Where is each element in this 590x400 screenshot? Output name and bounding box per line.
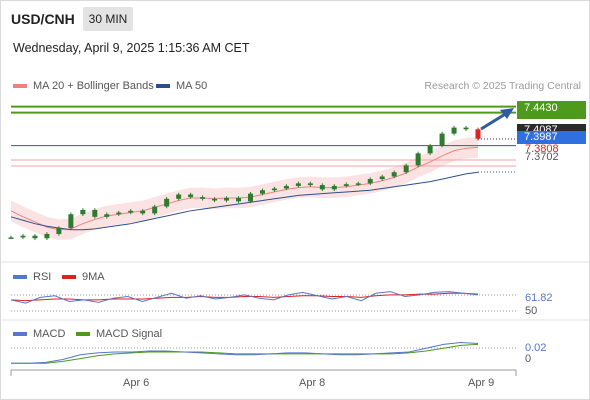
legend-rsi: RSI — [13, 271, 51, 283]
legend-9ma: 9MA — [62, 271, 105, 283]
candle-body — [403, 165, 409, 173]
legend-rsi-label: RSI — [33, 271, 52, 283]
candle-body — [439, 133, 445, 146]
candle-body — [319, 185, 325, 190]
legend-macd-label: MACD — [33, 328, 66, 340]
candle-body — [475, 129, 481, 139]
ma50-price-label: 7.3702 — [525, 151, 559, 163]
candle-body — [283, 185, 289, 189]
candle-body — [355, 183, 361, 185]
candle-body — [415, 153, 421, 166]
candle-body — [8, 237, 14, 239]
macd-signal-swatch-icon — [76, 332, 90, 337]
candle-body — [295, 183, 301, 186]
x-axis-label: Apr 8 — [299, 377, 326, 389]
candle-body — [212, 198, 218, 201]
candle-body — [271, 188, 277, 191]
candle-body — [463, 127, 469, 130]
bollinger-band — [11, 137, 478, 240]
candle-body — [152, 206, 158, 214]
macd-signal-line — [11, 343, 479, 364]
candle-body — [68, 214, 74, 228]
candle-body — [92, 209, 98, 217]
macd-value-label: 0.02 — [525, 342, 547, 354]
rsi-line — [10, 291, 479, 304]
price-chart — [8, 105, 516, 240]
legend-9ma-label: 9MA — [82, 271, 105, 283]
credit-label: Research © 2025 Trading Central — [424, 80, 581, 92]
ma50-swatch-icon — [156, 84, 170, 89]
candle-body — [331, 185, 337, 190]
rsi-chart — [10, 291, 479, 304]
resistance-price-tag: 7.4430 — [517, 101, 586, 119]
candle-body — [44, 233, 50, 239]
ma20-line — [10, 146, 479, 231]
candle-body — [188, 194, 194, 198]
candle-body — [128, 210, 134, 213]
rsi-swatch-icon — [13, 275, 27, 280]
timeframe-button[interactable]: 30 MIN — [83, 7, 133, 31]
ma50-line — [10, 171, 479, 231]
macd-swatch-icon — [13, 332, 27, 337]
candle-body — [140, 210, 146, 214]
candle-body — [367, 179, 373, 184]
trend-arrow-icon — [480, 108, 514, 131]
legend-ma20: MA 20 + Bollinger Bands — [13, 80, 154, 92]
ma9-swatch-icon — [62, 275, 76, 280]
macd-chart — [11, 342, 479, 364]
rsi-50-label: 50 — [525, 305, 538, 317]
candle-body — [224, 197, 230, 201]
candle-body — [80, 209, 86, 215]
candle-body — [56, 227, 62, 234]
candle-body — [247, 193, 253, 202]
candle-body — [104, 214, 110, 217]
x-axis-label: Apr 6 — [123, 377, 150, 389]
candle-body — [200, 197, 206, 199]
support-price-label: 7.3808 — [525, 143, 559, 155]
candle-body — [32, 235, 38, 239]
macd-zero-label: 0 — [525, 353, 532, 365]
rsi-value-label: 61.82 — [525, 292, 553, 304]
candle-body — [176, 194, 182, 199]
candle-body — [451, 127, 457, 134]
x-axis-label: Apr 9 — [468, 377, 495, 389]
rsi-ma-line — [10, 292, 479, 302]
candle-body — [116, 212, 122, 215]
candle-body — [343, 184, 349, 186]
legend-ma50-label: MA 50 — [176, 80, 208, 92]
ma-price-tag: 7.3987 — [517, 131, 586, 144]
legend-macd: MACD — [13, 328, 65, 340]
candle-body — [307, 183, 313, 186]
candle-body — [259, 190, 265, 194]
ma20-swatch-icon — [13, 84, 27, 89]
candle-body — [20, 235, 26, 238]
candle-body — [427, 145, 433, 154]
legend-ma50: MA 50 — [156, 80, 207, 92]
legend-ma20-label: MA 20 + Bollinger Bands — [33, 80, 154, 92]
legend-macd-signal: MACD Signal — [76, 328, 162, 340]
candle-body — [391, 172, 397, 177]
macd-line — [11, 342, 479, 364]
candle-body — [236, 197, 242, 202]
legend-macd-signal-label: MACD Signal — [96, 328, 163, 340]
datetime-label: Wednesday, April 9, 2025 1:15:36 AM CET — [13, 41, 250, 55]
candle-body — [379, 176, 385, 180]
symbol-title: USD/CNH — [11, 11, 75, 27]
candle-body — [164, 198, 170, 207]
